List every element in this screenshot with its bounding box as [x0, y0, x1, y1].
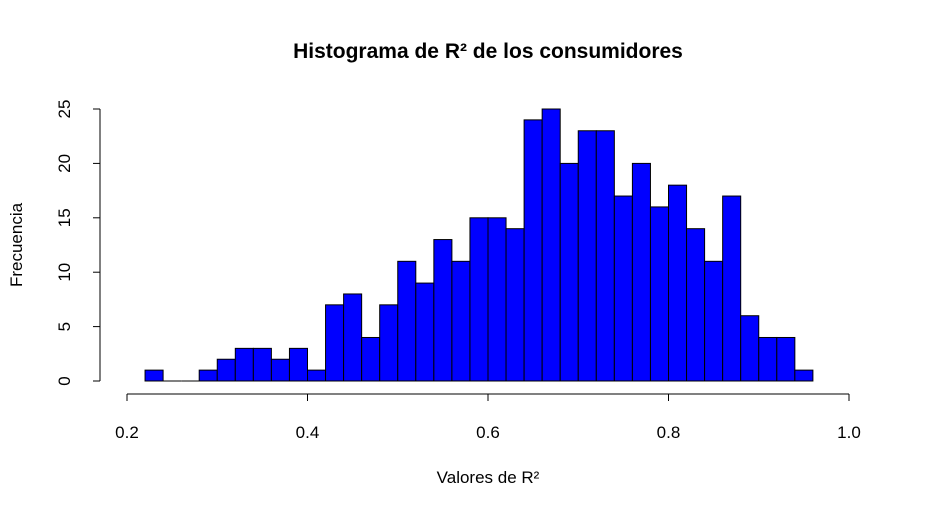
histogram-bar	[686, 228, 706, 382]
histogram-bar	[631, 162, 651, 382]
histogram-bar	[415, 282, 435, 382]
histogram-bar	[397, 260, 417, 382]
histogram-bar	[758, 336, 778, 382]
chart-title: Histograma de R² de los consumidores	[293, 40, 683, 63]
histogram-bar	[307, 369, 327, 382]
histogram-bar	[722, 195, 742, 382]
y-tick-label: 25	[55, 100, 74, 119]
histogram-bar	[270, 358, 290, 382]
y-tick-label: 20	[55, 154, 74, 173]
histogram-bar	[577, 130, 597, 382]
y-tick-label: 0	[55, 376, 74, 385]
histogram-bar	[469, 217, 489, 382]
histogram-bar	[361, 336, 381, 382]
x-tick-label: 0.2	[115, 423, 139, 442]
histogram-bar	[613, 195, 633, 382]
x-axis: 0.2 0.4 0.6 0.8 1.0	[115, 393, 861, 442]
y-tick-label: 10	[55, 263, 74, 282]
histogram-bar	[704, 260, 724, 382]
histogram-bar	[451, 260, 471, 382]
x-tick-label: 0.8	[657, 423, 681, 442]
histogram-bar	[523, 119, 543, 382]
histogram-bar	[740, 315, 760, 382]
histogram-bar	[595, 130, 615, 382]
y-axis-label: Frecuencia	[7, 202, 26, 287]
y-axis: 0 5 10 15 20 25	[55, 100, 101, 386]
histogram-bar	[559, 162, 579, 382]
histogram-bar	[288, 347, 309, 382]
x-tick-label: 0.6	[476, 423, 500, 442]
histogram-bar	[343, 293, 363, 382]
y-tick-label: 15	[55, 208, 74, 227]
histogram-bar	[505, 228, 525, 382]
histogram-bar	[649, 206, 670, 382]
histogram-bar	[487, 217, 507, 382]
histogram-bar	[668, 184, 688, 382]
histogram-bar	[198, 369, 218, 382]
x-tick-label: 1.0	[837, 423, 861, 442]
histogram-bar	[541, 108, 561, 382]
histogram-bar	[433, 239, 453, 382]
bars-group	[144, 108, 814, 382]
histogram-bar	[794, 369, 814, 382]
histogram-bar	[776, 336, 796, 382]
histogram-bar	[144, 369, 164, 382]
histogram-bar	[234, 347, 254, 382]
histogram-bar	[252, 347, 272, 382]
histogram-bar	[216, 358, 236, 382]
x-axis-label: Valores de R²	[437, 468, 540, 487]
histogram-bar	[379, 304, 399, 382]
x-tick-label: 0.4	[296, 423, 320, 442]
y-tick-label: 5	[55, 322, 74, 331]
histogram-bar	[325, 304, 345, 382]
